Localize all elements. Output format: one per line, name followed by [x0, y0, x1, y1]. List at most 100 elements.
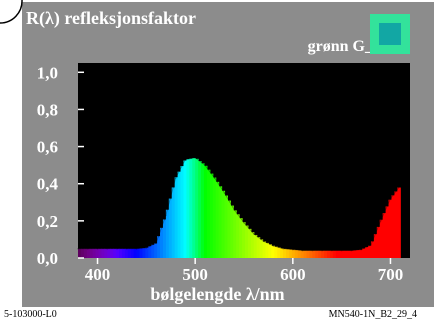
data-point: [96, 247, 99, 250]
spectrum-bar: [157, 236, 161, 258]
spectrum-bar: [151, 244, 155, 258]
spectrum-bar: [244, 225, 249, 258]
data-point: [213, 177, 216, 179]
spectrum-bar: [130, 248, 135, 258]
spectrum-bar: [148, 246, 152, 258]
spectrum-bar: [209, 173, 214, 258]
data-point: [350, 249, 353, 252]
reflectance-line: [78, 157, 401, 252]
data-point: [331, 249, 333, 252]
spectrum-bar: [247, 228, 252, 258]
spectrum-bar: [397, 187, 401, 258]
spectrum-bar: [283, 248, 287, 258]
y-tick-label: 1,0: [37, 63, 58, 82]
data-point: [86, 247, 89, 250]
data-point: [204, 164, 206, 166]
spectrum-bar: [177, 171, 182, 258]
spectrum-bar: [195, 158, 199, 258]
y-tick-label: 0,4: [37, 175, 59, 194]
data-point: [77, 247, 79, 250]
spectrum-bar: [124, 248, 129, 258]
spectrum-bar: [376, 226, 381, 258]
spectrum-bar: [324, 250, 328, 258]
spectrum-bar: [332, 250, 337, 258]
data-point: [184, 158, 187, 161]
spectrum-bar: [382, 213, 387, 258]
data-point: [379, 220, 382, 222]
y-tick-label: 0,8: [37, 100, 58, 119]
chart-subtitle: grønn G_: [307, 38, 373, 55]
data-point: [321, 249, 323, 252]
spectrum-bar: [165, 209, 170, 258]
spectrum-bar: [335, 250, 340, 258]
spectrum-bar: [356, 249, 360, 258]
spectrum-bar: [230, 205, 234, 258]
data-point: [370, 244, 372, 246]
spectrum-bar: [347, 250, 352, 258]
spectrum-bar: [338, 250, 343, 258]
spectrum-bar: [116, 248, 120, 258]
spectrum-bar: [121, 248, 126, 258]
spectrum-bar: [303, 250, 308, 258]
footer-right: MN540-1N_B2_29_4: [328, 309, 417, 320]
data-point: [165, 214, 167, 217]
data-point: [282, 247, 284, 250]
spectrum-bar: [139, 248, 144, 258]
data-point: [272, 245, 275, 247]
spectrum-bar: [233, 210, 237, 258]
spectrum-bar: [78, 248, 82, 258]
spectrum-bar: [180, 166, 185, 258]
spectrum-bar: [104, 248, 108, 258]
spectrum-bar: [268, 244, 272, 258]
x-tick-label: 500: [182, 265, 208, 284]
spectrum-bar: [388, 199, 393, 258]
spectrum-bar: [145, 247, 149, 258]
data-point: [389, 197, 392, 200]
data-point: [106, 247, 109, 250]
corner-mark: [0, 0, 23, 24]
chart-title: R(λ) refleksjonsfaktor: [26, 8, 196, 29]
spectrum-bar: [373, 234, 378, 258]
spectrum-bar: [312, 250, 316, 258]
data-point: [301, 249, 304, 252]
spectrum-bar: [227, 200, 231, 258]
spectrum-bar: [168, 198, 173, 258]
spectrum-bar: [253, 234, 258, 258]
spectrum-bar: [162, 219, 167, 258]
spectrum-bar: [198, 161, 202, 258]
spectrum-bar: [218, 186, 223, 258]
spectrum-bar: [189, 158, 193, 258]
data-point: [292, 248, 294, 251]
spectrum-bar: [394, 191, 398, 258]
data-point: [233, 208, 236, 211]
spectrum-bar: [315, 250, 319, 258]
data-point: [194, 156, 196, 159]
spectrum-bar: [110, 248, 114, 258]
data-point: [252, 233, 255, 235]
data-point: [155, 242, 157, 244]
spectrum-bar: [212, 177, 217, 258]
data-point: [135, 247, 138, 250]
x-tick-label: 600: [280, 265, 306, 284]
spectrum-bar: [329, 250, 334, 258]
spectrum-bar: [215, 181, 220, 258]
spectrum-bar: [350, 250, 354, 258]
spectrum-bar: [236, 214, 240, 258]
color-swatch: [370, 14, 410, 54]
spectrum-bar: [171, 187, 176, 258]
spectrum-bar: [239, 218, 243, 258]
spectrum-bar: [154, 243, 158, 259]
spectrum-bar: [288, 249, 293, 258]
spectrum-bar: [353, 250, 357, 258]
spectrum-bar: [221, 190, 226, 258]
data-point: [126, 247, 128, 250]
spectrum-bar: [206, 169, 211, 258]
spectrum-bar: [385, 206, 390, 258]
spectrum-bar: [256, 237, 261, 258]
spectrum-bar: [192, 157, 196, 258]
spectrum-bar: [203, 165, 208, 258]
spectrum-bar: [391, 195, 395, 258]
spectrum-bar: [294, 249, 299, 258]
